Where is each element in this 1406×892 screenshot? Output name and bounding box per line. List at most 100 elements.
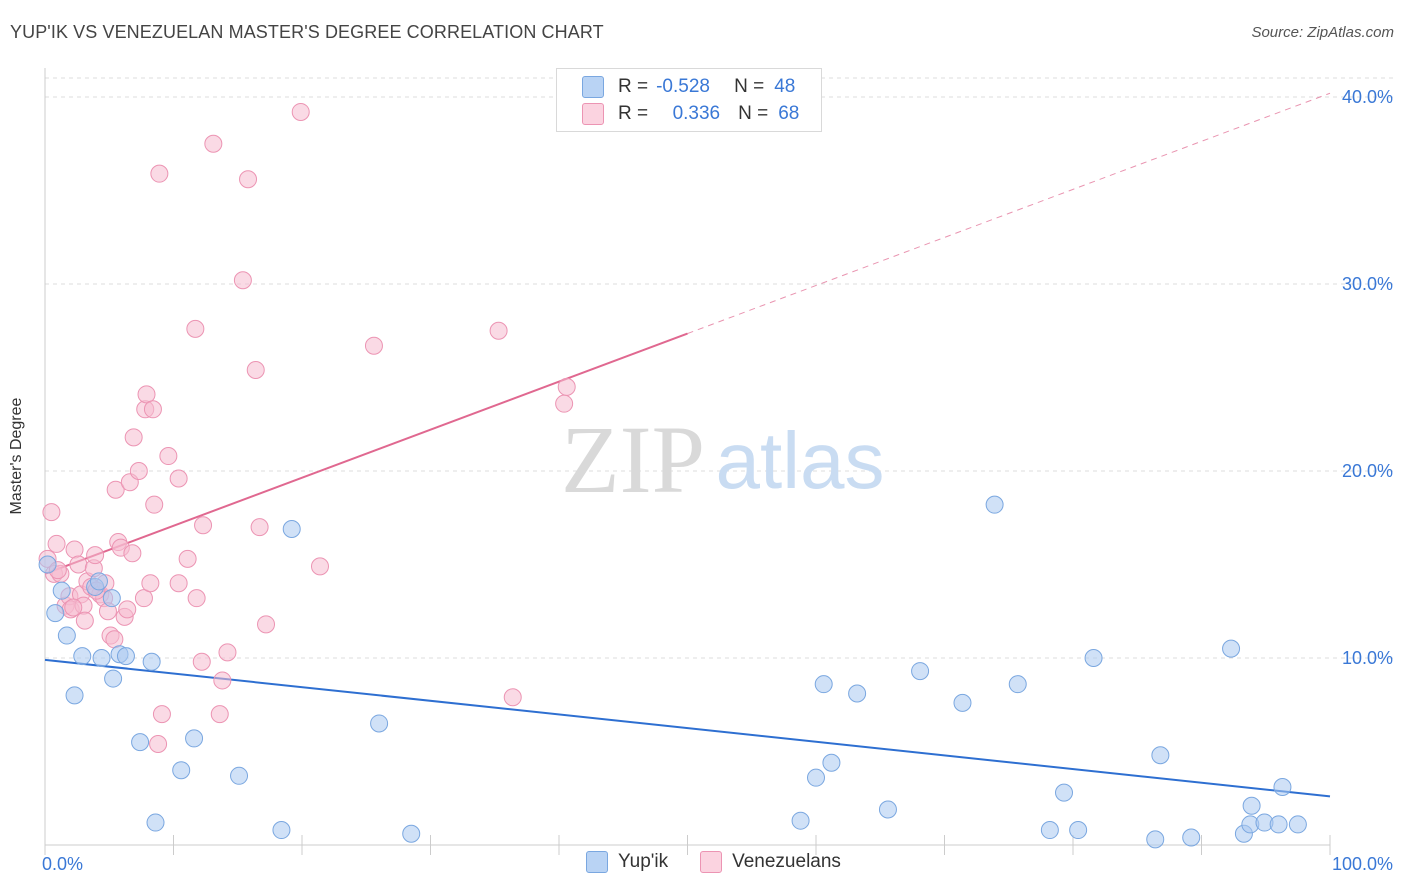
venezuelans-point <box>65 540 84 559</box>
venezuelans-point <box>186 319 205 338</box>
yupik-point <box>911 662 930 681</box>
yupik-point <box>1273 778 1292 797</box>
venezuelans-point <box>105 630 124 649</box>
venezuelans-point <box>64 598 83 617</box>
legend-item-yupik[interactable]: Yup'ik <box>586 851 668 873</box>
venezuelans-point <box>47 534 66 553</box>
yupik-swatch <box>582 76 604 98</box>
venezuelans-point <box>124 428 143 447</box>
yupik-point <box>46 604 65 623</box>
venezuelans-point <box>169 574 188 593</box>
venezuelans-point <box>86 546 105 565</box>
venezuelans-point <box>118 600 137 619</box>
venezuelans-point <box>291 102 310 121</box>
venezuelans-point <box>169 469 188 488</box>
yupik-point <box>1288 815 1307 834</box>
yupik-point <box>791 811 810 830</box>
legend-row-yupik: R = -0.528 N = 48 <box>557 74 795 100</box>
yupik-point <box>878 800 897 819</box>
venezuelans-point <box>75 611 94 630</box>
legend-n-value: 48 <box>774 76 796 97</box>
zipatlas-watermark: ZIP atlas <box>561 406 884 513</box>
yupik-point <box>57 626 76 645</box>
venezuelans-point <box>137 385 156 404</box>
yupik-point <box>1151 746 1170 765</box>
watermark-atlas: atlas <box>716 416 885 505</box>
x-tick-label-min: 0.0% <box>42 854 83 874</box>
venezuelans-point <box>141 574 160 593</box>
trend-lines <box>44 92 1331 798</box>
yupik-point <box>1269 815 1288 834</box>
venezuelans-point <box>143 400 162 419</box>
legend-row-venezuelans: R = 0.336 N = 68 <box>557 101 799 127</box>
yupik-point <box>1182 828 1201 847</box>
venezuelans-point <box>152 705 171 724</box>
venezuelans-point <box>239 170 258 189</box>
venezuelans-trend-extension <box>687 92 1331 335</box>
y-tick-label: 10.0% <box>1342 648 1393 668</box>
venezuelans-point <box>145 495 164 514</box>
yupik-point <box>985 495 1004 514</box>
yupik-point <box>104 669 123 688</box>
venezuelans-point <box>557 377 576 396</box>
legend-n-label: N = <box>734 76 765 97</box>
yupik-points <box>38 495 1307 849</box>
yupik-point <box>185 729 204 748</box>
yupik-point <box>807 768 825 787</box>
venezuelans-point <box>192 652 211 671</box>
venezuelans-legend-label: Venezuelans <box>732 851 841 872</box>
yupik-point <box>1055 783 1074 802</box>
yupik-point <box>131 733 150 752</box>
venezuelans-point <box>187 589 206 608</box>
watermark-zip: ZIP <box>561 406 705 513</box>
yupik-legend-swatch <box>586 851 608 873</box>
venezuelans-point <box>42 503 61 522</box>
x-tick-label-max: 100.0% <box>1332 854 1393 874</box>
legend-r-value: -0.528 <box>656 76 710 97</box>
yupik-point <box>38 555 57 574</box>
venezuelans-point <box>555 394 574 413</box>
yupik-point <box>822 753 841 772</box>
yupik-point <box>102 589 121 608</box>
legend-n-value: 68 <box>778 103 800 124</box>
yupik-point <box>230 766 249 785</box>
axes <box>44 68 1331 855</box>
venezuelans-point <box>178 549 197 568</box>
venezuelans-point <box>246 361 265 380</box>
venezuelans-point <box>489 321 508 340</box>
venezuelans-point <box>257 615 276 634</box>
yupik-point <box>89 572 108 591</box>
chart-title: YUP'IK VS VENEZUELAN MASTER'S DEGREE COR… <box>10 22 604 42</box>
yupik-point <box>1084 649 1103 667</box>
yupik-point <box>953 693 972 712</box>
venezuelans-point <box>210 705 229 724</box>
tick-labels: 10.0% 20.0% 30.0% 40.0% 0.0% 100.0% <box>42 87 1393 874</box>
venezuelans-point <box>310 557 329 576</box>
yupik-legend-label: Yup'ik <box>618 851 669 872</box>
legend-item-venezuelans[interactable]: Venezuelans <box>700 851 841 873</box>
yupik-point <box>402 824 421 843</box>
venezuelans-point <box>213 671 232 690</box>
venezuelans-point <box>204 134 223 153</box>
yupik-point <box>142 652 161 671</box>
yupik-point <box>146 813 165 832</box>
correlation-legend: R = -0.528 N = 48 R = 0.336 N = 68 <box>556 68 822 132</box>
venezuelans-point <box>233 271 252 290</box>
y-tick-label: 40.0% <box>1342 87 1393 107</box>
yupik-point <box>1146 830 1165 849</box>
venezuelans-point <box>123 544 142 563</box>
series-legend: Yup'ik Venezuelans <box>586 851 873 873</box>
venezuelans-point <box>503 688 522 707</box>
yupik-point <box>848 684 867 703</box>
legend-n-label: N = <box>738 103 769 124</box>
venezuelans-point <box>149 735 168 754</box>
venezuelans-point <box>134 589 153 608</box>
yupik-point <box>1040 821 1059 840</box>
y-tick-label: 30.0% <box>1342 274 1393 294</box>
yupik-point <box>116 647 135 666</box>
venezuelans-point <box>194 516 213 535</box>
yupik-point <box>370 714 389 733</box>
venezuelans-point <box>364 336 383 355</box>
yupik-point <box>172 761 191 780</box>
